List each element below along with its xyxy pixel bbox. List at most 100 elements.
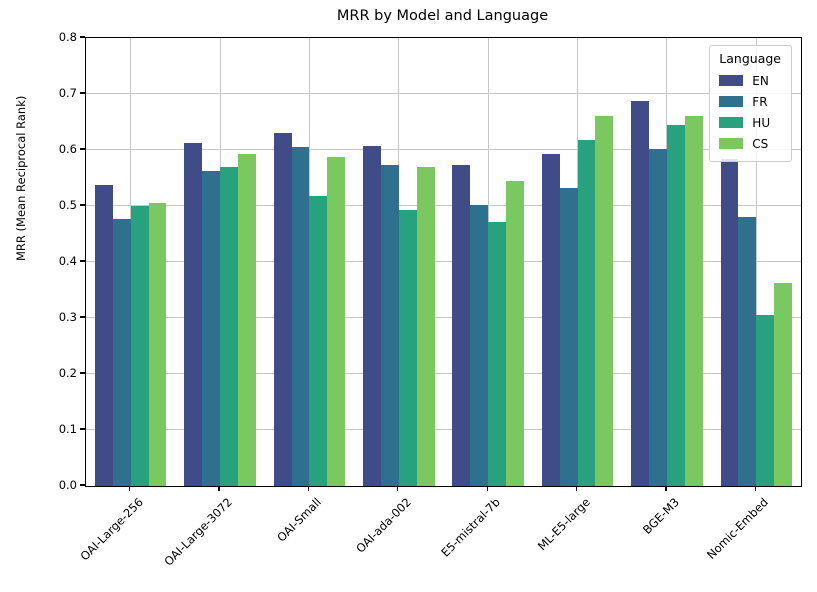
plot-area: Language EN FR HU CS xyxy=(85,37,802,487)
bar-CS-BGE-M3 xyxy=(684,115,703,486)
y-tick-mark xyxy=(80,92,85,94)
bar-FR-OAI-Large-3072 xyxy=(202,171,221,486)
gridline-y-0.2 xyxy=(86,373,801,374)
legend-label-FR: FR xyxy=(752,94,768,109)
legend-swatch-CS xyxy=(719,138,744,149)
x-tick-mark xyxy=(754,486,756,491)
y-tick-label-0.2: 0.2 xyxy=(58,366,77,380)
bar-EN-OAI-ada-002 xyxy=(363,146,381,486)
x-tick-mark xyxy=(307,486,310,491)
y-tick-label-0.7: 0.7 xyxy=(58,86,77,100)
bar-group-Nomic-Embed xyxy=(712,38,801,486)
bar-group-ML-E5-large xyxy=(533,38,622,486)
bar-HU-OAI-Large-256 xyxy=(130,206,149,486)
legend-row-EN: EN xyxy=(719,70,781,91)
x-tick-mark xyxy=(486,486,488,491)
y-tick-mark xyxy=(80,316,85,318)
y-tick-label-0.6: 0.6 xyxy=(58,142,77,156)
y-axis-label: MRR (Mean Reciprocal Rank) xyxy=(14,95,28,261)
y-tick-mark xyxy=(80,260,85,262)
chart-title: MRR by Model and Language xyxy=(336,8,549,24)
x-tick-mark xyxy=(397,486,399,491)
x-tick-label-OAI-Small: OAI-Small xyxy=(274,495,325,545)
legend-swatch-FR xyxy=(719,96,744,107)
legend-row-HU: HU xyxy=(719,112,781,133)
legend-row-FR: FR xyxy=(719,91,781,112)
gridline-y-0.3 xyxy=(86,317,801,318)
legend-label-EN: EN xyxy=(752,73,769,88)
x-tick-label-OAI-Large-3072: OAI-Large-3072 xyxy=(161,495,235,569)
legend-label-CS: CS xyxy=(752,136,769,151)
y-tick-label-0.1: 0.1 xyxy=(58,422,77,436)
y-tick-label-0.0: 0.0 xyxy=(58,478,77,492)
y-tick-label-0.5: 0.5 xyxy=(58,198,77,212)
y-tick-mark xyxy=(80,204,85,206)
y-tick-label-0.3: 0.3 xyxy=(58,310,77,324)
bar-EN-OAI-Small xyxy=(273,133,292,486)
x-tick-label-OAI-Large-256: OAI-Large-256 xyxy=(77,495,146,564)
bar-EN-E5-mistral-7b xyxy=(452,165,471,486)
bar-HU-OAI-Large-3072 xyxy=(220,166,238,486)
gridline-x-Nomic-Embed xyxy=(755,38,757,486)
gridline-y-0.6 xyxy=(86,149,801,150)
bar-FR-OAI-Large-256 xyxy=(112,218,131,486)
bar-EN-OAI-Large-3072 xyxy=(184,142,203,486)
legend: Language EN FR HU CS xyxy=(709,45,792,162)
legend-label-HU: HU xyxy=(752,115,771,130)
legend-row-CS: CS xyxy=(719,133,781,154)
bar-CS-OAI-Large-3072 xyxy=(237,153,256,486)
y-tick-mark xyxy=(80,428,85,430)
bar-HU-ML-E5-large xyxy=(577,140,596,486)
y-tick-label-0.8: 0.8 xyxy=(58,30,77,44)
bar-CS-E5-mistral-7b xyxy=(506,181,524,486)
bar-HU-E5-mistral-7b xyxy=(488,221,507,486)
bar-CS-OAI-Large-256 xyxy=(148,203,167,486)
bar-EN-BGE-M3 xyxy=(631,100,650,486)
bar-group-E5-mistral-7b xyxy=(444,38,533,486)
legend-swatch-HU xyxy=(719,117,744,128)
bar-HU-OAI-ada-002 xyxy=(398,210,417,486)
gridline-y-0.1 xyxy=(86,429,801,430)
bar-FR-OAI-ada-002 xyxy=(380,164,399,486)
x-tick-label-E5-mistral-7b: E5-mistral-7b xyxy=(438,495,504,560)
legend-swatch-EN xyxy=(719,75,744,86)
bar-HU-BGE-M3 xyxy=(666,125,685,486)
bar-CS-ML-E5-large xyxy=(595,115,614,486)
bar-FR-BGE-M3 xyxy=(649,148,667,486)
bar-CS-Nomic-Embed xyxy=(774,282,793,486)
bar-FR-ML-E5-large xyxy=(559,188,578,486)
bar-EN-Nomic-Embed xyxy=(720,158,739,486)
bar-HU-Nomic-Embed xyxy=(756,314,775,486)
x-tick-mark xyxy=(218,486,220,491)
x-tick-mark xyxy=(665,486,667,491)
bar-CS-OAI-Small xyxy=(327,156,346,486)
gridline-y-0.7 xyxy=(86,93,801,94)
x-tick-label-BGE-M3: BGE-M3 xyxy=(639,495,682,537)
gridline-y-0.5 xyxy=(86,205,801,206)
y-tick-mark xyxy=(80,36,85,38)
y-tick-label-0.4: 0.4 xyxy=(58,254,77,268)
bar-group-OAI-Small xyxy=(265,38,354,486)
bar-CS-OAI-ada-002 xyxy=(416,167,435,486)
x-tick-label-OAI-ada-002: OAI-ada-002 xyxy=(353,495,414,556)
x-tick-label-Nomic-Embed: Nomic-Embed xyxy=(704,495,772,562)
bar-FR-OAI-Small xyxy=(291,146,310,486)
y-tick-mark xyxy=(80,484,85,486)
x-tick-label-ML-E5-large: ML-E5-large xyxy=(534,495,593,554)
bar-EN-OAI-Large-256 xyxy=(94,184,113,486)
x-tick-mark xyxy=(575,486,578,491)
y-tick-mark xyxy=(80,148,85,150)
x-tick-mark xyxy=(129,486,131,491)
bar-FR-Nomic-Embed xyxy=(738,216,757,486)
legend-title: Language xyxy=(719,51,781,66)
bar-group-BGE-M3 xyxy=(622,38,711,486)
bar-group-OAI-Large-256 xyxy=(86,38,175,486)
bar-HU-OAI-Small xyxy=(309,196,328,486)
bar-group-OAI-Large-3072 xyxy=(175,38,264,486)
gridline-y-0.4 xyxy=(86,261,801,262)
y-tick-mark xyxy=(80,372,85,374)
bar-group-OAI-ada-002 xyxy=(354,38,443,486)
bar-FR-E5-mistral-7b xyxy=(470,204,489,486)
bar-EN-ML-E5-large xyxy=(541,154,560,486)
